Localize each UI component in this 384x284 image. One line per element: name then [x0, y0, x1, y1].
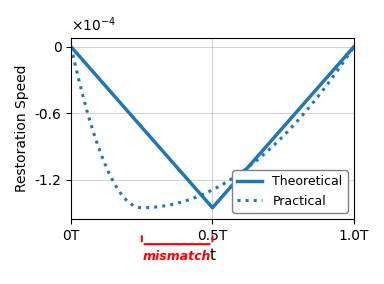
- Practical: [301, 112, 306, 116]
- Line: Theoretical: Theoretical: [71, 47, 354, 208]
- X-axis label: t: t: [209, 248, 215, 263]
- Practical: [351, 45, 356, 49]
- Practical: [205, 191, 210, 194]
- Theoretical: [351, 45, 356, 49]
- Text: mismatch: mismatch: [143, 250, 211, 263]
- Practical: [345, 55, 350, 58]
- Y-axis label: Restoration Speed: Restoration Speed: [15, 65, 29, 192]
- Practical: [222, 181, 227, 185]
- Theoretical: [210, 206, 215, 209]
- Line: Practical: Practical: [71, 47, 354, 208]
- Legend: Theoretical, Practical: Theoretical, Practical: [232, 170, 348, 213]
- Practical: [204, 191, 208, 195]
- Text: $\times10^{-4}$: $\times10^{-4}$: [71, 16, 116, 34]
- Practical: [69, 45, 73, 49]
- Theoretical: [69, 45, 73, 49]
- Practical: [140, 206, 144, 209]
- Practical: [238, 172, 242, 175]
